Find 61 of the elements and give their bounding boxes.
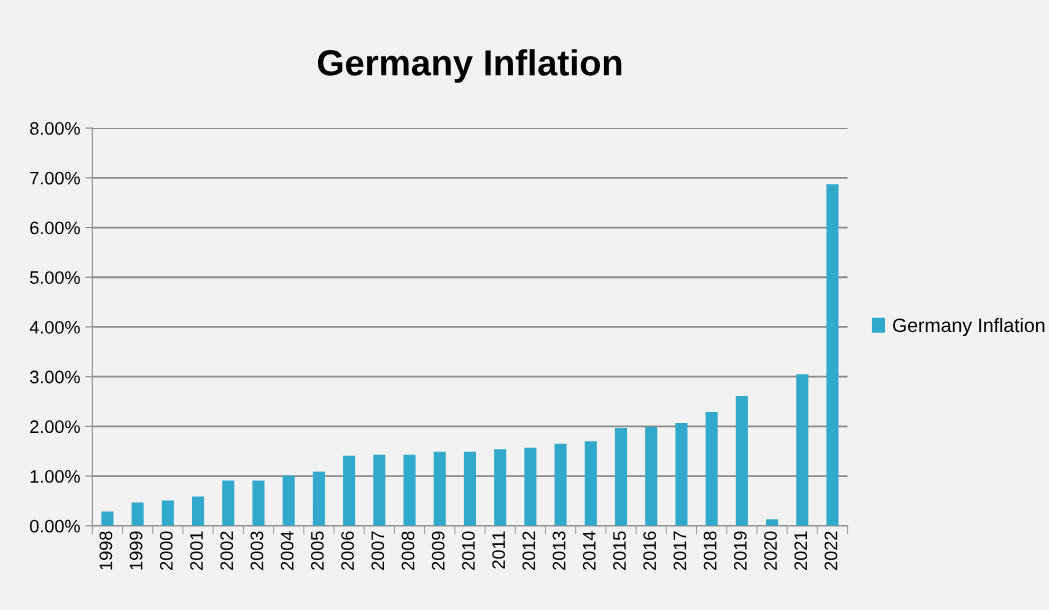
x-tick-label: 2014 [582, 531, 596, 570]
x-tick-label: 1999 [129, 531, 143, 570]
x-tick-label: 2006 [341, 531, 354, 570]
bar [222, 480, 235, 526]
x-tick-label: 2011 [492, 531, 506, 569]
x-tick-label: 2002 [220, 531, 234, 570]
bar [826, 184, 839, 526]
x-tick-label: 2001 [190, 531, 203, 570]
y-tick-label: 1.00% [30, 470, 80, 483]
bar [614, 427, 628, 526]
bar [312, 471, 325, 526]
x-tick-label: 2019 [733, 531, 747, 570]
x-tick-label: 2018 [703, 531, 717, 570]
x-tick-label: 2022 [824, 531, 838, 570]
bar [282, 475, 295, 526]
x-tick-label: 2021 [794, 531, 808, 570]
x-tick-label: 2012 [522, 531, 536, 570]
bar [524, 447, 537, 526]
x-tick-label: 2013 [552, 531, 566, 570]
bar [494, 449, 507, 526]
y-tick-label: 7.00% [30, 171, 80, 185]
y-tick-label: 2.00% [30, 420, 80, 434]
x-tick-label: 1998 [99, 531, 113, 570]
y-tick-label: 4.00% [29, 320, 80, 334]
bar [705, 411, 718, 526]
bar [433, 451, 446, 526]
bar [101, 511, 114, 526]
x-tick-label: 2015 [613, 531, 626, 570]
x-tick-label: 2008 [401, 531, 415, 570]
x-tick-label: 2017 [673, 531, 687, 570]
y-tick-label: 0.00% [30, 519, 80, 533]
legend-label: Germany Inflation [893, 317, 1045, 337]
y-tick-label: 6.00% [30, 221, 80, 235]
bar [463, 451, 476, 526]
bar [766, 519, 779, 526]
x-tick-label: 2003 [250, 531, 264, 570]
bar [735, 396, 748, 526]
x-tick-label: 2016 [643, 531, 657, 570]
y-tick-label: 3.00% [30, 370, 80, 384]
bar [584, 441, 597, 526]
x-tick-label: 2000 [159, 531, 173, 570]
bar [343, 455, 356, 526]
y-tick-label: 5.00% [30, 271, 80, 284]
bar [161, 500, 174, 526]
bar [252, 480, 265, 526]
bar [373, 454, 386, 526]
bar [192, 496, 205, 526]
bar [403, 454, 416, 526]
bar [675, 422, 688, 526]
x-tick-label: 2005 [310, 531, 324, 570]
x-tick-label: 2007 [371, 531, 385, 570]
x-tick-label: 2020 [764, 531, 777, 570]
x-tick-label: 2010 [462, 531, 475, 570]
x-tick-label: 2009 [431, 531, 445, 570]
x-tick-label: 2004 [280, 531, 294, 570]
bar [131, 502, 144, 526]
y-tick-label: 8.00% [30, 122, 80, 135]
bar [554, 443, 567, 526]
bar [796, 374, 809, 526]
chart-title: Germany Inflation [317, 49, 622, 83]
bar [645, 426, 658, 526]
